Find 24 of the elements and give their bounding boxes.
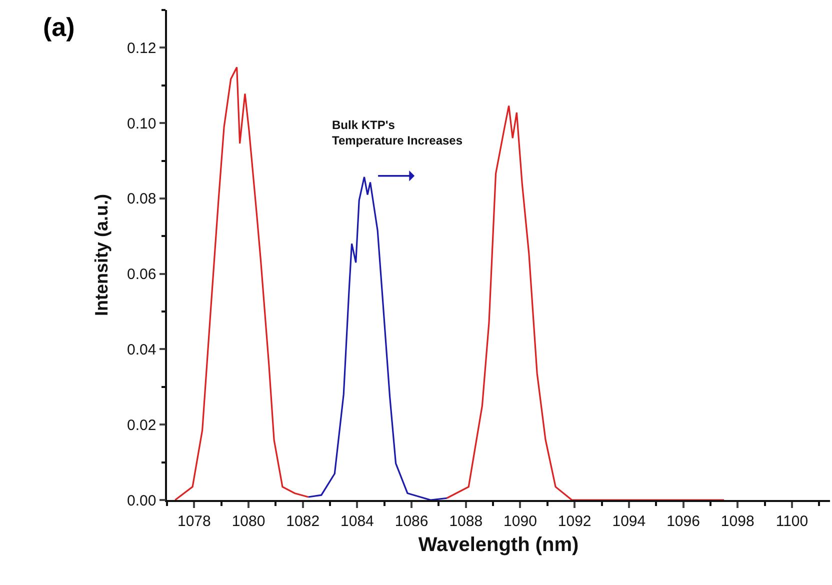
x-axis-title: Wavelength (nm) <box>418 534 579 556</box>
y-tick-label: 0.10 <box>127 115 156 132</box>
line-series <box>308 176 448 500</box>
x-tick-label: 1100 <box>776 512 808 530</box>
y-axis-title: Intensity (a.u.) <box>92 194 112 316</box>
y-tick-label: 0.06 <box>127 266 156 284</box>
y-tick-label: 0.02 <box>127 416 156 434</box>
annotation: Bulk KTP's Temperature Increases <box>332 118 463 148</box>
x-tick-label: 1084 <box>340 512 374 530</box>
x-tick-label: 1080 <box>232 512 266 530</box>
x-tick-label: 1092 <box>558 512 592 530</box>
text: (a) <box>43 12 75 42</box>
x-tick-label: 1096 <box>666 512 700 530</box>
y-tick-label: 0.00 <box>127 492 156 510</box>
x-tick-label: 1090 <box>504 512 537 530</box>
y-tick-label: 0.04 <box>127 341 156 358</box>
x-tick-label: 1094 <box>612 512 646 530</box>
x-tick-label: 1082 <box>286 512 320 530</box>
x-tick-label: 1098 <box>720 512 754 530</box>
x-tick-label: 1078 <box>177 512 211 530</box>
y-tick-label: 0.12 <box>127 40 156 57</box>
x-tick-label: 1088 <box>449 512 483 530</box>
x-tick-label: 1086 <box>394 512 428 530</box>
y-tick-label: 0.08 <box>127 190 156 208</box>
